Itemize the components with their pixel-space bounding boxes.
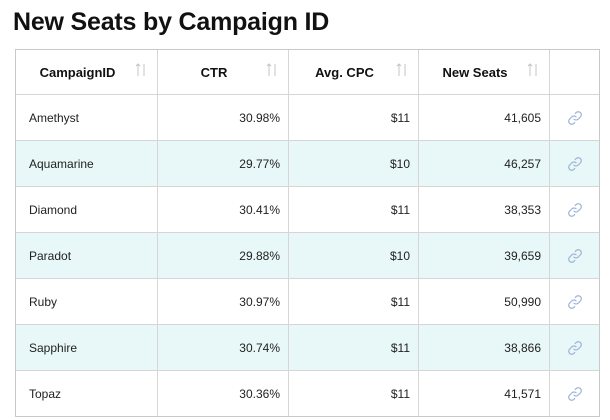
cell-new-seats: 39,659 bbox=[418, 233, 549, 278]
column-header-label: New Seats bbox=[442, 64, 508, 80]
cell-action bbox=[549, 325, 599, 370]
cell-avg-cpc: $11 bbox=[288, 279, 418, 324]
cell-new-seats: 38,866 bbox=[418, 325, 549, 370]
cell-new-seats: 41,605 bbox=[418, 95, 549, 140]
table-row: Diamond 30.41% $11 38,353 bbox=[16, 186, 599, 232]
cell-ctr: 29.77% bbox=[157, 141, 288, 186]
cell-campaign-id: Ruby bbox=[29, 294, 58, 309]
cell-new-seats: 38,353 bbox=[418, 187, 549, 232]
campaign-table: CampaignID CTR Avg. CPC New Seats Amethy… bbox=[15, 49, 600, 417]
table-row: Sapphire 30.74% $11 38,866 bbox=[16, 324, 599, 370]
cell-avg-cpc: $11 bbox=[288, 95, 418, 140]
cell-new-seats: 50,990 bbox=[418, 279, 549, 324]
sort-arrows-icon[interactable] bbox=[396, 63, 408, 77]
cell-campaign-id: Diamond bbox=[29, 202, 78, 217]
cell-ctr: 30.98% bbox=[157, 95, 288, 140]
cell-avg-cpc: $10 bbox=[288, 141, 418, 186]
link-icon[interactable] bbox=[566, 201, 584, 219]
page-title: New Seats by Campaign ID bbox=[13, 8, 330, 36]
column-header-actions bbox=[549, 50, 599, 94]
column-header-label: Avg. CPC bbox=[315, 64, 374, 80]
cell-ctr: 30.36% bbox=[157, 371, 288, 416]
cell-ctr: 29.88% bbox=[157, 233, 288, 278]
cell-action bbox=[549, 279, 599, 324]
link-icon[interactable] bbox=[566, 385, 584, 403]
column-header-new-seats[interactable]: New Seats bbox=[418, 50, 549, 94]
sort-arrows-icon[interactable] bbox=[527, 63, 539, 77]
cell-campaign-id: Sapphire bbox=[29, 340, 78, 355]
table-row: Aquamarine 29.77% $10 46,257 bbox=[16, 140, 599, 186]
sort-arrows-icon[interactable] bbox=[135, 63, 147, 77]
cell-ctr: 30.97% bbox=[157, 279, 288, 324]
column-header-label: CTR bbox=[200, 64, 228, 80]
link-icon[interactable] bbox=[566, 155, 584, 173]
cell-avg-cpc: $11 bbox=[288, 325, 418, 370]
cell-avg-cpc: $11 bbox=[288, 371, 418, 416]
link-icon[interactable] bbox=[566, 339, 584, 357]
table-row: Topaz 30.36% $11 41,571 bbox=[16, 370, 599, 416]
cell-new-seats: 46,257 bbox=[418, 141, 549, 186]
link-icon[interactable] bbox=[566, 109, 584, 127]
cell-avg-cpc: $10 bbox=[288, 233, 418, 278]
cell-action bbox=[549, 371, 599, 416]
cell-campaign-id: Paradot bbox=[29, 248, 72, 263]
sort-arrows-icon[interactable] bbox=[266, 63, 278, 77]
cell-action bbox=[549, 187, 599, 232]
cell-campaign-id: Topaz bbox=[29, 386, 62, 401]
cell-avg-cpc: $11 bbox=[288, 187, 418, 232]
column-header-ctr[interactable]: CTR bbox=[157, 50, 288, 94]
cell-action bbox=[549, 95, 599, 140]
cell-action bbox=[549, 141, 599, 186]
table-row: Ruby 30.97% $11 50,990 bbox=[16, 278, 599, 324]
cell-campaign-id: Aquamarine bbox=[29, 156, 94, 171]
cell-new-seats: 41,571 bbox=[418, 371, 549, 416]
cell-ctr: 30.74% bbox=[157, 325, 288, 370]
cell-action bbox=[549, 233, 599, 278]
cell-campaign-id: Amethyst bbox=[29, 110, 80, 125]
link-icon[interactable] bbox=[566, 293, 584, 311]
table-row: Amethyst 30.98% $11 41,605 bbox=[16, 94, 599, 140]
table-header-row: CampaignID CTR Avg. CPC New Seats bbox=[16, 50, 599, 94]
cell-ctr: 30.41% bbox=[157, 187, 288, 232]
column-header-avg-cpc[interactable]: Avg. CPC bbox=[288, 50, 418, 94]
column-header-label: CampaignID bbox=[39, 64, 116, 80]
column-header-campaignid[interactable]: CampaignID bbox=[16, 50, 157, 94]
table-row: Paradot 29.88% $10 39,659 bbox=[16, 232, 599, 278]
link-icon[interactable] bbox=[566, 247, 584, 265]
